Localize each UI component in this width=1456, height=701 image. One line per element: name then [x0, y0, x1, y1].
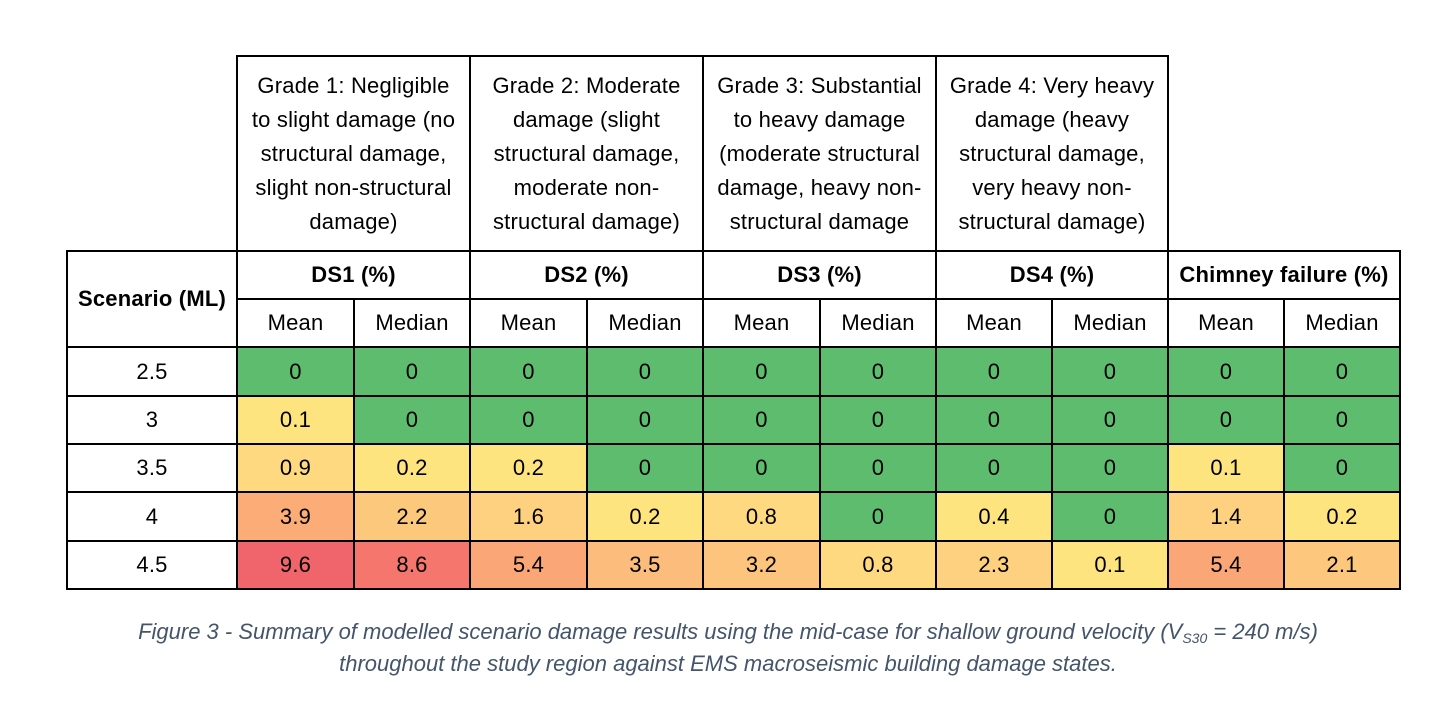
data-cell: 0 [354, 396, 470, 444]
data-cell: 0 [703, 347, 820, 396]
data-cell: 0 [1168, 396, 1284, 444]
data-cell: 3.2 [703, 541, 820, 589]
data-cell: 2.1 [1284, 541, 1400, 589]
data-cell: 0 [470, 396, 587, 444]
data-cell: 0 [936, 347, 1052, 396]
data-cell: 0 [936, 444, 1052, 492]
data-cell: 3.9 [237, 492, 354, 541]
sub-header-median: Median [375, 310, 449, 335]
data-cell: 0.2 [470, 444, 587, 492]
data-cell: 0.9 [237, 444, 354, 492]
data-cell: 0 [820, 396, 936, 444]
figure-caption: Figure 3 - Summary of modelled scenario … [0, 616, 1456, 680]
data-cell: 0.1 [237, 396, 354, 444]
grade-3-description: Grade 3: Substantial to heavy damage (mo… [717, 72, 922, 234]
data-cell: 0.8 [703, 492, 820, 541]
data-cell: 9.6 [237, 541, 354, 589]
group-header-3: DS3 (%) [777, 262, 862, 287]
data-cell: 0.8 [820, 541, 936, 589]
group-header-1: DS1 (%) [311, 262, 396, 287]
data-cell: 0 [587, 347, 703, 396]
data-cell: 1.6 [470, 492, 587, 541]
data-cell: 0 [820, 444, 936, 492]
grade-4-description: Grade 4: Very heavy damage (heavy struct… [949, 72, 1155, 234]
sub-header-mean: Mean [966, 310, 1022, 335]
sub-header-mean: Mean [500, 310, 557, 335]
sub-header-mean: Mean [267, 310, 324, 335]
data-cell: 0.2 [354, 444, 470, 492]
data-cell: 0 [1052, 396, 1168, 444]
data-cell: 0 [587, 396, 703, 444]
sub-header-mean: Mean [733, 310, 790, 335]
data-cell: 0 [1052, 347, 1168, 396]
vs30-subscript: S30 [1182, 630, 1208, 646]
scenario-value: 4.5 [136, 552, 168, 577]
data-cell: 0 [820, 492, 936, 541]
data-cell: 5.4 [1168, 541, 1284, 589]
sub-header-mean: Mean [1198, 310, 1254, 335]
sub-header-median: Median [1305, 310, 1379, 335]
data-cell: 0 [820, 347, 936, 396]
data-cell: 5.4 [470, 541, 587, 589]
scenario-header: Scenario (ML) [77, 286, 227, 311]
caption-line-2: throughout the study region against EMS … [339, 651, 1117, 676]
data-cell: 0 [703, 396, 820, 444]
data-cell: 0.1 [1168, 444, 1284, 492]
data-cell: 0 [936, 396, 1052, 444]
data-cell: 0 [1284, 396, 1400, 444]
data-cell: 0.2 [587, 492, 703, 541]
data-cell: 0 [1052, 444, 1168, 492]
data-cell: 0 [587, 444, 703, 492]
group-header-2: DS2 (%) [544, 262, 629, 287]
data-cell: 2.2 [354, 492, 470, 541]
sub-header-median: Median [608, 310, 682, 335]
data-cell: 0.4 [936, 492, 1052, 541]
damage-results-table: Grade 1: Negligible to slight damage (no… [65, 54, 1402, 591]
grade-1-description: Grade 1: Negligible to slight damage (no… [251, 72, 456, 234]
scenario-value: 3 [145, 407, 159, 432]
data-cell: 0 [1052, 492, 1168, 541]
scenario-value: 3.5 [136, 455, 168, 480]
scenario-value: 4 [145, 503, 159, 529]
scenario-value: 2.5 [136, 358, 168, 384]
data-cell: 0 [1284, 444, 1400, 492]
data-cell: 0.2 [1284, 492, 1400, 541]
data-cell: 0 [1284, 347, 1400, 396]
data-cell: 1.4 [1168, 492, 1284, 541]
data-cell: 0 [470, 347, 587, 396]
grade-2-description: Grade 2: Moderate damage (slight structu… [492, 72, 681, 234]
group-header-5: Chimney failure (%) [1179, 262, 1389, 287]
data-cell: 8.6 [354, 541, 470, 589]
data-cell: 0 [354, 347, 470, 396]
group-header-4: DS4 (%) [1009, 262, 1095, 287]
data-cell: 0 [703, 444, 820, 492]
data-cell: 0 [237, 347, 354, 396]
sub-header-median: Median [1073, 310, 1147, 335]
data-cell: 0 [1168, 347, 1284, 396]
data-cell: 3.5 [587, 541, 703, 589]
data-cell: 0.1 [1052, 541, 1168, 589]
data-cell: 2.3 [936, 541, 1052, 589]
sub-header-median: Median [841, 310, 915, 335]
caption-line-1: Figure 3 - Summary of modelled scenario … [138, 619, 1318, 646]
